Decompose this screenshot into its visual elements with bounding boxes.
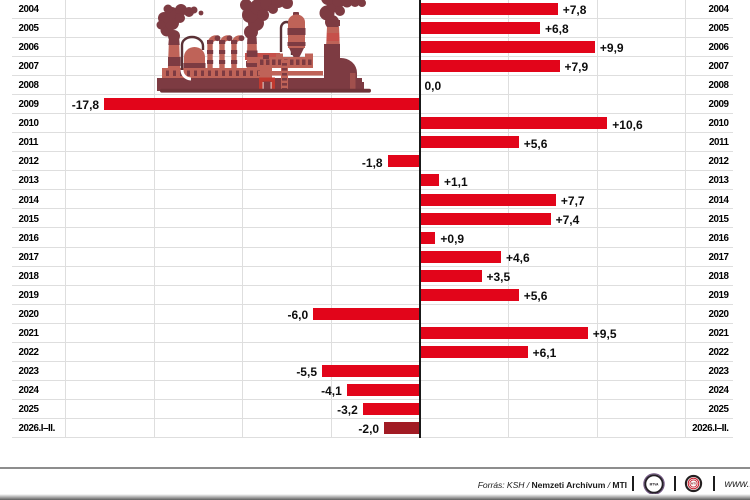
svg-text:MTI: MTI [691, 482, 696, 486]
svg-text:MTVA: MTVA [650, 482, 659, 486]
